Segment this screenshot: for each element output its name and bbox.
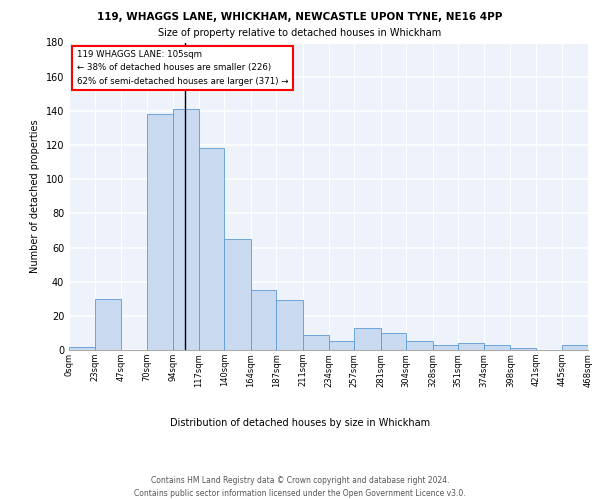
Bar bbox=[354, 328, 380, 350]
Bar bbox=[433, 345, 458, 350]
Text: 119, WHAGGS LANE, WHICKHAM, NEWCASTLE UPON TYNE, NE16 4PP: 119, WHAGGS LANE, WHICKHAM, NEWCASTLE UP… bbox=[97, 12, 503, 22]
Bar bbox=[380, 333, 406, 350]
Bar bbox=[95, 298, 121, 350]
Bar bbox=[329, 342, 354, 350]
Bar bbox=[562, 345, 588, 350]
Bar bbox=[146, 114, 173, 350]
Text: Distribution of detached houses by size in Whickham: Distribution of detached houses by size … bbox=[170, 418, 430, 428]
Bar bbox=[224, 239, 251, 350]
Bar bbox=[69, 346, 95, 350]
Text: Contains HM Land Registry data © Crown copyright and database right 2024.
Contai: Contains HM Land Registry data © Crown c… bbox=[134, 476, 466, 498]
Bar bbox=[277, 300, 303, 350]
Bar bbox=[458, 343, 484, 350]
Text: Size of property relative to detached houses in Whickham: Size of property relative to detached ho… bbox=[158, 28, 442, 38]
Bar bbox=[199, 148, 224, 350]
Bar bbox=[303, 334, 329, 350]
Bar bbox=[173, 109, 199, 350]
Bar bbox=[511, 348, 536, 350]
Text: 119 WHAGGS LANE: 105sqm
← 38% of detached houses are smaller (226)
62% of semi-d: 119 WHAGGS LANE: 105sqm ← 38% of detache… bbox=[77, 50, 288, 86]
Y-axis label: Number of detached properties: Number of detached properties bbox=[30, 120, 40, 273]
Bar bbox=[251, 290, 277, 350]
Bar bbox=[484, 345, 511, 350]
Bar bbox=[406, 342, 433, 350]
